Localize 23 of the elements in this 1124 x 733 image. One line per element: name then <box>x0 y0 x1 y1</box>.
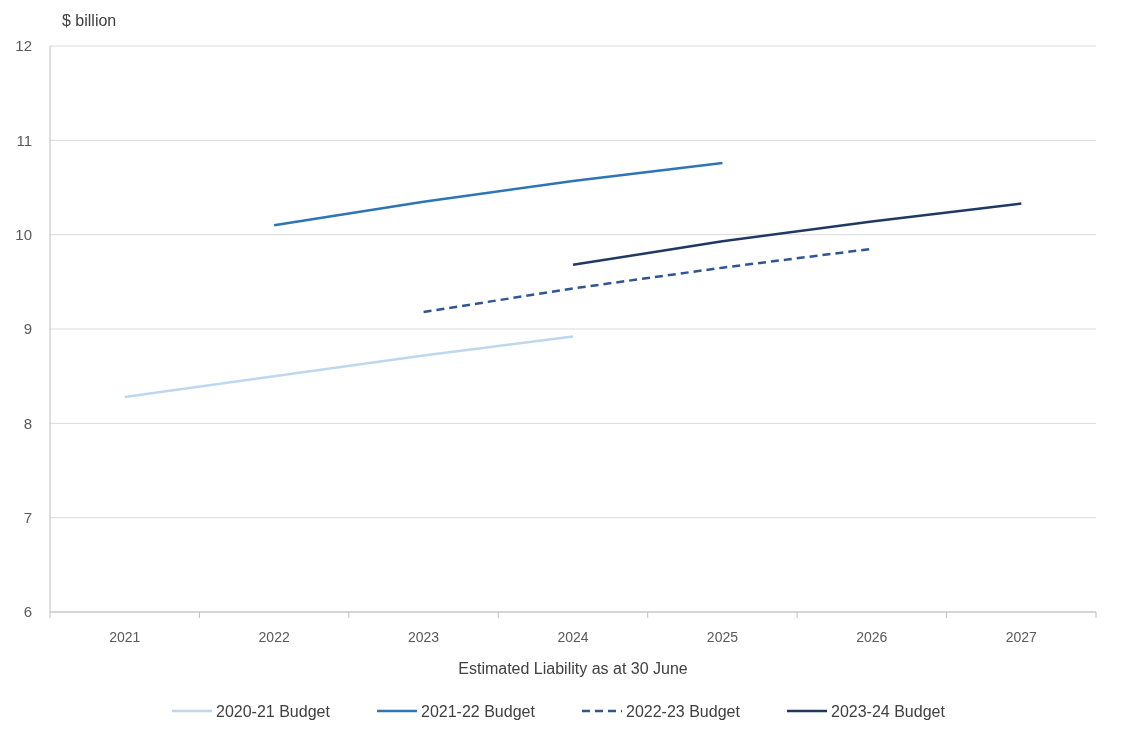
line-series <box>123 335 575 399</box>
x-tick-label: 2021 <box>109 629 141 645</box>
x-tick-label: 2022 <box>258 629 290 645</box>
y-tick-label: 6 <box>23 603 32 621</box>
y-tick-label: 11 <box>16 131 32 149</box>
y-tick-label: 12 <box>15 37 32 55</box>
legend-label: 2022-23 Budget <box>626 702 741 720</box>
x-tick-label: 2024 <box>557 629 589 645</box>
y-tick-label: 7 <box>23 508 32 526</box>
y-tick-label: 8 <box>23 414 32 432</box>
line-series <box>272 161 724 227</box>
y-tick-label: 9 <box>23 320 32 338</box>
x-tick-label: 2026 <box>856 629 888 645</box>
legend-label: 2020-21 Budget <box>216 702 331 720</box>
x-tick-label: 2027 <box>1005 629 1038 645</box>
x-axis-title: Estimated Liability as at 30 June <box>458 660 688 677</box>
y-axis-title: $ billion <box>62 12 117 29</box>
x-tick-label: 2025 <box>706 629 739 645</box>
x-tick-label: 2023 <box>407 629 440 645</box>
legend-label: 2021-22 Budget <box>421 702 536 720</box>
y-tick-label: 10 <box>15 225 32 243</box>
line-series <box>571 202 1023 267</box>
legend-label: 2023-24 Budget <box>831 702 946 720</box>
